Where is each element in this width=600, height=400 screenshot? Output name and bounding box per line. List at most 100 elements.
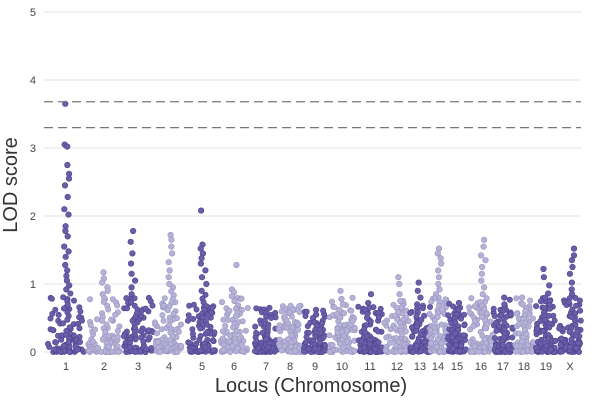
data-point [383, 334, 390, 341]
data-point [108, 316, 115, 323]
data-point [149, 302, 156, 309]
data-point [57, 348, 64, 355]
data-point [437, 348, 444, 355]
data-point [65, 339, 72, 346]
data-point [244, 304, 251, 311]
data-point [524, 342, 531, 349]
data-point-peak [540, 265, 547, 273]
data-point-peak [100, 269, 107, 276]
data-point-peak [437, 255, 444, 262]
data-point-peak [397, 297, 404, 305]
data-point [371, 346, 378, 353]
data-point [105, 306, 112, 313]
data-point-peak [435, 267, 442, 274]
data-point [471, 342, 478, 349]
data-point [226, 307, 233, 314]
data-point [114, 327, 121, 334]
data-point [431, 328, 438, 335]
data-point [142, 305, 149, 312]
data-point [49, 327, 56, 334]
data-point [48, 295, 55, 302]
data-point-peak [414, 287, 421, 294]
data-point [476, 348, 483, 355]
data-point [99, 317, 106, 324]
data-point [253, 338, 260, 345]
data-point [44, 340, 51, 347]
data-point [114, 343, 121, 350]
data-point [154, 330, 161, 337]
data-point [60, 342, 67, 349]
data-point [185, 312, 192, 319]
data-point [167, 340, 174, 347]
data-point [398, 331, 405, 338]
data-point-peak [396, 291, 403, 298]
chromosome-15-points [445, 299, 469, 355]
data-point [573, 345, 580, 352]
data-point-peak [481, 284, 488, 291]
data-point [164, 344, 171, 351]
data-point [252, 348, 259, 355]
data-point-peak [197, 260, 204, 267]
data-point [333, 310, 340, 317]
data-point [77, 308, 84, 315]
data-point-peak [99, 279, 106, 286]
data-point-peak [65, 211, 72, 218]
data-point [261, 317, 268, 324]
x-tick-label-chr-5: 5 [199, 361, 205, 373]
data-point-peak [479, 263, 486, 271]
data-point [386, 339, 393, 346]
data-point [187, 347, 194, 354]
data-point [222, 322, 229, 329]
data-point [539, 328, 546, 335]
data-point [496, 323, 503, 330]
data-point [106, 343, 113, 350]
x-tick-label-chr-15: 15 [451, 361, 463, 373]
data-point-peak [63, 286, 70, 293]
x-tick-label-chr-2: 2 [101, 361, 107, 373]
data-point [132, 348, 139, 355]
data-point-peak [417, 294, 424, 301]
data-point [573, 332, 580, 339]
data-point [577, 317, 584, 324]
data-point [112, 311, 119, 318]
data-point [513, 310, 520, 317]
data-point [227, 348, 234, 355]
chromosome-17-points [490, 294, 516, 355]
data-point-peak [128, 270, 135, 277]
data-point [190, 330, 197, 337]
data-point [533, 303, 540, 310]
x-tick-label-chr-13: 13 [414, 361, 426, 373]
data-point [296, 308, 303, 315]
data-point [552, 337, 559, 344]
data-point [431, 295, 438, 302]
data-point [202, 344, 209, 351]
data-point-peak [62, 100, 69, 107]
data-point [407, 309, 414, 316]
chromosome-8-points [275, 302, 304, 355]
data-point [170, 310, 177, 317]
data-point [438, 340, 445, 347]
data-point-peak [568, 279, 576, 286]
data-point [152, 319, 159, 326]
data-point-peak [395, 274, 402, 281]
x-tick-label-chr-3: 3 [135, 361, 141, 373]
data-point [161, 295, 168, 302]
data-point [382, 347, 389, 354]
x-tick-label-chr-7: 7 [263, 361, 269, 373]
data-point [529, 339, 536, 346]
data-point-peak [62, 253, 69, 260]
data-point [413, 342, 420, 349]
data-point [468, 348, 475, 355]
data-point [397, 347, 404, 354]
data-point [296, 303, 303, 310]
data-point-peak [519, 301, 526, 308]
data-point-peak [546, 282, 553, 289]
data-point-peak [165, 274, 172, 281]
data-point-peak [128, 284, 135, 291]
data-point [209, 337, 216, 344]
data-point [445, 312, 452, 319]
data-point [67, 290, 74, 297]
chromosome-6-points [217, 261, 251, 355]
chromosome-18-points [512, 294, 536, 355]
data-point [95, 344, 102, 351]
